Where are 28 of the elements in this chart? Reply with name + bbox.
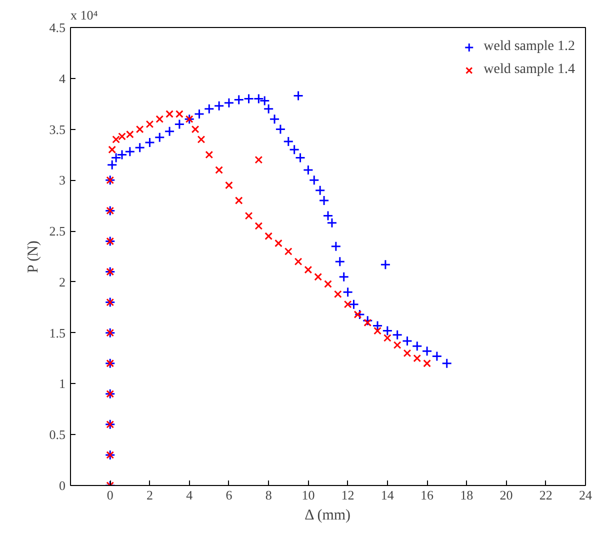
x-tick-label: 0 [106, 488, 114, 502]
x-tick-label: 2 [146, 488, 153, 502]
y-tick-label: 0.5 [49, 427, 66, 442]
x-tick-label: 24 [579, 488, 592, 502]
y-tick-label: 3 [59, 172, 66, 188]
y-tick-label: 1 [59, 376, 66, 392]
x-tick-label: 22 [539, 488, 552, 502]
y-tick-label: 1.5 [49, 325, 66, 340]
x-tick-label: 8 [265, 488, 272, 502]
y-tick-label: 4 [59, 70, 66, 86]
y-tick-label: 0 [59, 478, 66, 493]
legend-label: weld sample 1.4 [484, 62, 575, 78]
text: x 10⁴ [70, 8, 98, 22]
y-tick-label: 4.5 [49, 20, 66, 35]
y-axis-title: P (N) [25, 240, 42, 273]
y-tick-label: 2 [59, 274, 66, 290]
x-tick-label: 4 [186, 488, 194, 502]
x-tick-label: 10 [302, 488, 315, 502]
y-tick-label: 3.5 [49, 122, 66, 137]
y-tick-label: 2.5 [49, 224, 66, 239]
x-tick-label: 14 [380, 488, 394, 502]
x-axis-title: Δ (mm) [304, 508, 351, 524]
x-tick-label: 16 [420, 488, 434, 502]
x-tick-label: 20 [500, 488, 513, 502]
x-tick-label: 12 [341, 488, 354, 502]
x-tick-label: 18 [460, 488, 474, 502]
legend-label: weld sample 1.2 [484, 39, 575, 55]
x-tick-label: 6 [226, 488, 233, 502]
